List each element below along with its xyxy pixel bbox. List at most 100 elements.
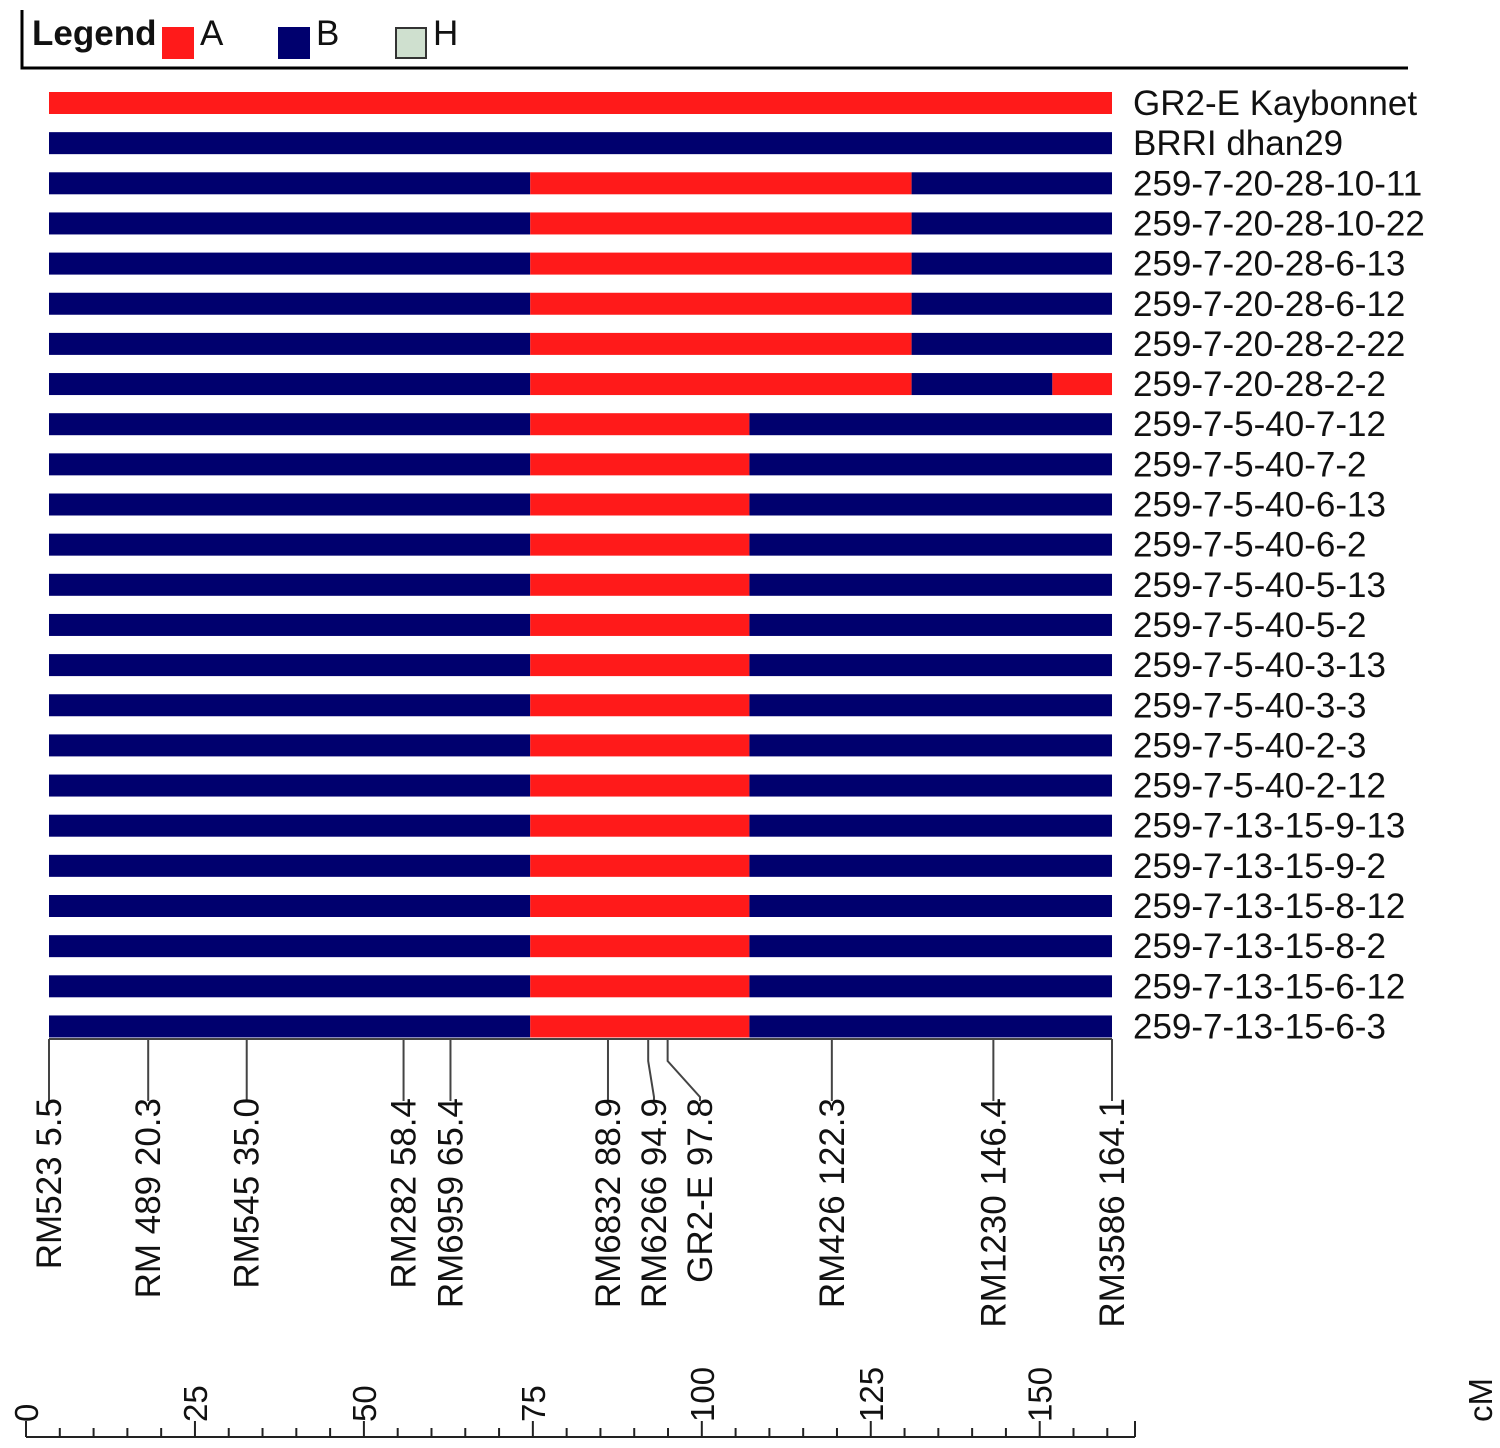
- segment-b: [749, 854, 1112, 877]
- segment-b: [749, 814, 1112, 837]
- scale-tick-label: 25: [177, 1385, 214, 1422]
- segment-b: [749, 694, 1112, 717]
- genotype-row: 259-7-20-28-2-22: [49, 325, 1405, 364]
- segment-b: [911, 252, 1112, 275]
- marker-label: RM426 122.3: [813, 1098, 852, 1308]
- genotype-label: 259-7-20-28-2-22: [1133, 325, 1405, 364]
- marker: RM6832 88.9: [589, 1039, 628, 1308]
- segment-b: [49, 854, 531, 877]
- segment-b: [49, 252, 531, 275]
- segment-a: [530, 252, 912, 275]
- segment-b: [749, 573, 1112, 596]
- segment-b: [911, 212, 1112, 235]
- genotype-row: 259-7-20-28-10-22: [49, 204, 1425, 243]
- marker-label: RM545 35.0: [228, 1098, 267, 1289]
- segment-b: [749, 413, 1112, 436]
- legend-label-b: B: [316, 14, 339, 53]
- segment-a: [530, 694, 750, 717]
- segment-b: [911, 292, 1112, 315]
- segment-a: [530, 774, 750, 797]
- marker: RM6959 65.4: [431, 1039, 470, 1308]
- segment-b: [911, 373, 1053, 396]
- marker: RM 489 20.3: [129, 1039, 168, 1298]
- segment-b: [749, 1015, 1112, 1038]
- segment-a: [530, 573, 750, 596]
- marker: RM545 35.0: [228, 1039, 267, 1289]
- genotype-row: 259-7-5-40-2-12: [49, 767, 1386, 806]
- marker-label: GR2-E 97.8: [681, 1098, 720, 1283]
- genotype-row: 259-7-20-28-2-2: [49, 365, 1386, 404]
- marker-connector: [647, 1039, 655, 1101]
- marker: RM1230 146.4: [974, 1039, 1013, 1328]
- legend-swatch-h: [395, 27, 427, 59]
- segment-b: [49, 1015, 531, 1038]
- genotype-row: 259-7-5-40-3-13: [49, 646, 1386, 685]
- genotype-label: 259-7-13-15-9-2: [1133, 847, 1386, 886]
- genotype-label: 259-7-5-40-5-13: [1133, 566, 1386, 605]
- genotype-row: 259-7-20-28-6-13: [49, 245, 1405, 284]
- genotype-label: 259-7-5-40-3-13: [1133, 646, 1386, 685]
- segment-b: [49, 453, 531, 476]
- genotype-label: 259-7-20-28-10-22: [1133, 204, 1425, 243]
- legend-frame: [20, 10, 1408, 70]
- genotype-row: 259-7-5-40-2-3: [49, 726, 1366, 765]
- segment-b: [49, 172, 531, 195]
- segment-a: [530, 1015, 750, 1038]
- segment-a: [530, 493, 750, 516]
- genotype-row: 259-7-20-28-6-12: [49, 285, 1405, 324]
- genotype-row: BRRI dhan29: [49, 124, 1343, 163]
- segment-a: [530, 895, 750, 917]
- legend-swatch-a: [162, 27, 194, 59]
- genotype-label: 259-7-13-15-6-3: [1133, 1007, 1386, 1046]
- segment-a: [530, 533, 750, 556]
- segment-a: [530, 212, 912, 235]
- marker-label: RM6832 88.9: [589, 1098, 628, 1308]
- legend-label-h: H: [433, 14, 458, 53]
- genotype-label: 259-7-20-28-6-12: [1133, 285, 1405, 324]
- genotype-label: 259-7-13-15-8-2: [1133, 927, 1386, 966]
- segment-a: [530, 854, 750, 877]
- segment-a: [530, 172, 912, 195]
- segment-b: [49, 734, 531, 757]
- marker-label: RM6266 94.9: [635, 1098, 674, 1308]
- segment-b: [749, 895, 1112, 917]
- segment-a: [530, 332, 912, 355]
- scale-tick-label: 100: [684, 1367, 721, 1422]
- segment-b: [749, 654, 1112, 677]
- segment-b: [49, 373, 531, 396]
- segment-a: [530, 935, 750, 958]
- genotype-label: 259-7-5-40-2-12: [1133, 767, 1386, 806]
- genotype-row: 259-7-13-15-8-12: [49, 887, 1405, 926]
- genotype-label: 259-7-5-40-5-2: [1133, 606, 1366, 645]
- marker-axis: RM523 5.5 RM 489 20.3 RM545 35.0 RM282 58.4…: [30, 1038, 1132, 1328]
- segment-b: [49, 212, 531, 235]
- segment-a: [530, 734, 750, 757]
- cm-scale: 0 25 50 75 100 125 150 cM: [8, 1367, 1499, 1438]
- segment-b: [49, 413, 531, 436]
- segment-b: [49, 332, 531, 355]
- segment-b: [749, 935, 1112, 958]
- scale-tick-label: 0: [8, 1404, 45, 1422]
- marker-label: RM523 5.5: [30, 1098, 69, 1269]
- genotype-label: 259-7-5-40-7-2: [1133, 445, 1366, 484]
- genotype-label: 259-7-20-28-2-2: [1133, 365, 1386, 404]
- genotype-row: 259-7-13-15-6-12: [49, 967, 1405, 1006]
- segment-b: [49, 493, 531, 516]
- segment-a: [530, 613, 750, 636]
- segment-b: [749, 975, 1112, 998]
- segment-b: [749, 613, 1112, 636]
- segment-a: [530, 814, 750, 837]
- segment-a: [530, 292, 912, 315]
- genotype-row: 259-7-5-40-6-2: [49, 526, 1366, 565]
- legend-title: Legend: [32, 14, 156, 53]
- genotype-label: BRRI dhan29: [1133, 124, 1343, 163]
- segment-b: [749, 493, 1112, 516]
- marker-label: RM1230 146.4: [974, 1098, 1013, 1328]
- genotype-label: 259-7-20-28-10-11: [1133, 164, 1422, 203]
- genotype-row: 259-7-5-40-6-13: [49, 486, 1386, 525]
- scale-tick-label: 125: [853, 1367, 890, 1422]
- genotype-label: 259-7-20-28-6-13: [1133, 245, 1405, 284]
- genotype-row: 259-7-13-15-9-2: [49, 847, 1386, 886]
- segment-b: [49, 895, 531, 917]
